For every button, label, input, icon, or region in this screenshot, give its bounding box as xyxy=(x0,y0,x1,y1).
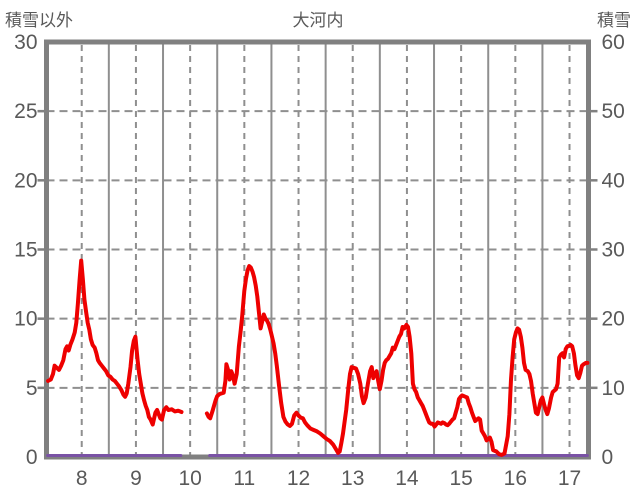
x-axis-label: 17 xyxy=(558,467,581,490)
x-axis-label: 11 xyxy=(233,467,255,490)
left-axis-label: 25 xyxy=(14,100,37,123)
right-axis-title: 積雪 xyxy=(597,11,631,30)
right-axis-label: 10 xyxy=(602,377,625,400)
chart-title: 大河内 xyxy=(292,11,344,30)
right-axis-label: 20 xyxy=(602,308,625,331)
series-other-than-snow-line xyxy=(204,264,590,457)
left-axis-label: 10 xyxy=(14,308,37,331)
x-axis-label: 10 xyxy=(178,467,201,490)
x-axis-label: 9 xyxy=(130,467,142,490)
left-axis-label: 0 xyxy=(26,446,38,469)
left-axis-label: 20 xyxy=(14,169,37,192)
series-other-than-snow-line xyxy=(46,258,184,427)
right-axis-label: 0 xyxy=(602,446,614,469)
x-axis-label: 16 xyxy=(504,467,527,490)
x-axis-label: 12 xyxy=(287,467,310,490)
right-axis-label: 30 xyxy=(602,239,625,262)
left-axis-label: 15 xyxy=(14,239,37,262)
left-axis-title: 積雪以外 xyxy=(5,11,73,30)
x-axis-label: 14 xyxy=(395,467,419,490)
right-axis-label: 50 xyxy=(602,100,625,123)
x-axis-label: 15 xyxy=(449,467,472,490)
x-axis-label: 13 xyxy=(341,467,364,490)
right-axis-label: 60 xyxy=(602,31,625,54)
left-axis-label: 30 xyxy=(14,31,37,54)
right-axis-label: 40 xyxy=(602,169,625,192)
x-axis-label: 8 xyxy=(76,467,88,490)
left-axis-label: 5 xyxy=(26,377,38,400)
